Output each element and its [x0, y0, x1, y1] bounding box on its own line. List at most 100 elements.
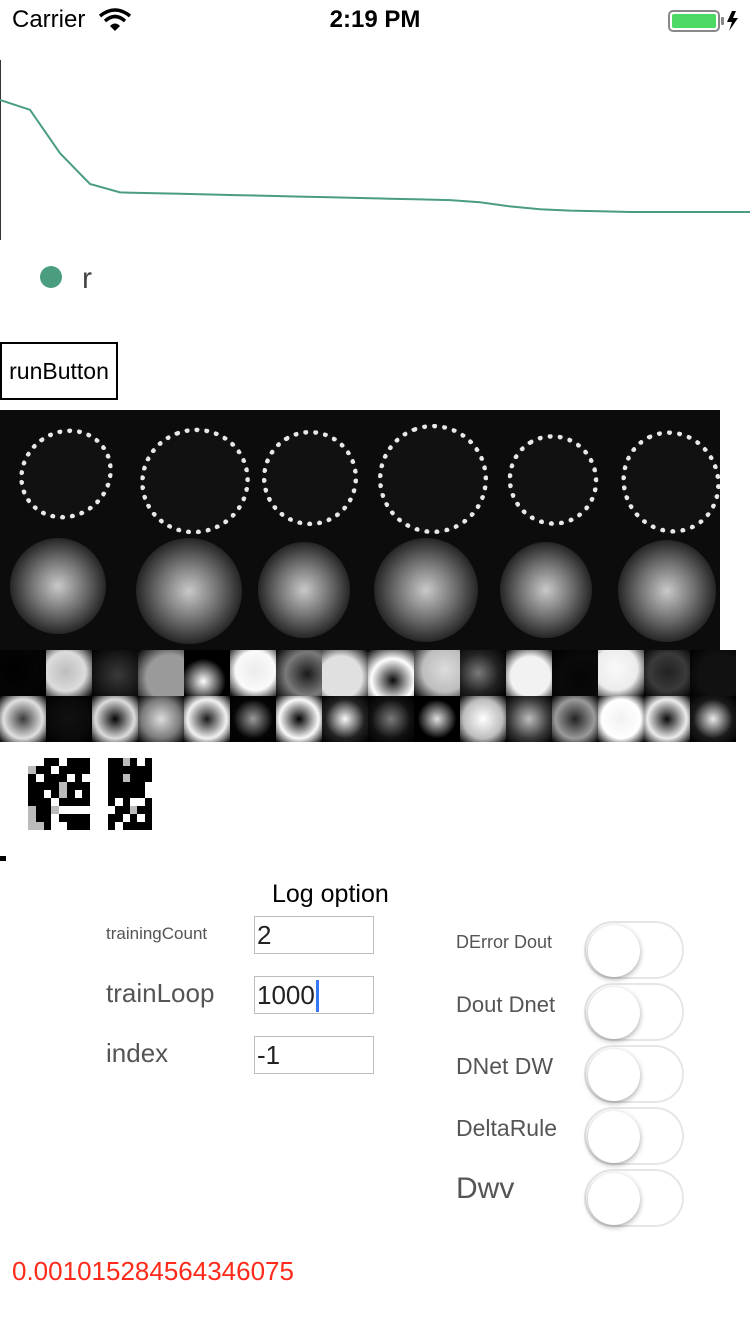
- weight-pixel: [43, 822, 52, 830]
- pooled-tile: [230, 696, 276, 742]
- weight-pixel: [66, 806, 75, 814]
- weight-pixel: [28, 814, 36, 822]
- weight-pixel: [108, 822, 116, 830]
- weight-pixel: [66, 774, 75, 782]
- weight-pixel: [59, 806, 67, 814]
- weight-pixel: [51, 766, 59, 774]
- log-option-title: Log option: [272, 880, 389, 908]
- weight-pixel: [82, 766, 90, 774]
- weight-pixel: [43, 814, 52, 822]
- weight-pixel: [137, 774, 145, 782]
- weight-pixel: [74, 782, 83, 790]
- weight-pixel: [122, 774, 130, 782]
- weight-pixel: [35, 822, 44, 830]
- weight-pixel: [115, 782, 123, 790]
- pooled-tile: [644, 650, 690, 696]
- weight-pixel: [108, 806, 116, 814]
- weight-pixel: [59, 766, 67, 774]
- weight-pixel: [144, 814, 152, 822]
- pooled-tile: [184, 696, 230, 742]
- text-cursor: [316, 980, 319, 1012]
- weight-pixel: [28, 790, 36, 798]
- feature-map-2: [125, 412, 265, 550]
- pooled-tile: [598, 650, 644, 696]
- weight-pixel: [66, 790, 75, 798]
- status-bar: Carrier 2:19 PM: [0, 0, 750, 40]
- feature-map-7: [10, 538, 106, 634]
- series-line-r: [0, 99, 750, 213]
- weight-pixel: [74, 806, 83, 814]
- feature-map-5: [491, 417, 615, 543]
- train-loop-input[interactable]: [254, 976, 374, 1014]
- pooled-tile: [690, 696, 736, 742]
- weight-pixel: [28, 766, 36, 774]
- weight-pixel: [122, 766, 130, 774]
- weight-pixel: [51, 822, 59, 830]
- pooled-tile: [368, 696, 414, 742]
- legend-label-r: r: [82, 262, 92, 295]
- weight-pixel: [35, 790, 44, 798]
- weight-pixel: [115, 798, 123, 806]
- weight-pixel: [51, 790, 59, 798]
- weight-pixel: [137, 766, 145, 774]
- weight-pixel: [108, 758, 116, 766]
- weight-pixel: [59, 790, 67, 798]
- delta-rule-switch[interactable]: [584, 1107, 684, 1165]
- switch-knob: [588, 925, 640, 977]
- weight-pixel: [59, 814, 67, 822]
- weight-pixel: [35, 814, 44, 822]
- weight-pixel: [74, 814, 83, 822]
- weight-pixel: [59, 822, 67, 830]
- weight-pixel: [137, 822, 145, 830]
- derror-dout-label: DError Dout: [456, 932, 553, 952]
- weight-pixel: [122, 798, 130, 806]
- weight-pixel: [59, 798, 67, 806]
- weight-pixel: [122, 806, 130, 814]
- dwv-switch[interactable]: [584, 1169, 684, 1227]
- index-input[interactable]: [254, 1036, 374, 1074]
- pooled-tile: [92, 650, 138, 696]
- training-count-input[interactable]: [254, 916, 374, 954]
- pooled-tile: [322, 696, 368, 742]
- run-button[interactable]: runButton: [0, 342, 118, 400]
- wifi-icon: [98, 6, 132, 37]
- weight-pixel: [130, 790, 138, 798]
- weight-pixel: [28, 774, 36, 782]
- weight-pixel: [115, 790, 123, 798]
- weight-pixel: [108, 798, 116, 806]
- dnet-dw-switch[interactable]: [584, 1045, 684, 1103]
- weight-pixel: [51, 758, 59, 766]
- pooled-tile: [644, 696, 690, 742]
- weight-pixel: [35, 758, 44, 766]
- weight-pixel: [74, 766, 83, 774]
- train-loop-label: trainLoop: [106, 978, 215, 1008]
- weight-pixel: [43, 774, 52, 782]
- weight-pixel: [82, 822, 90, 830]
- battery-charging-icon: [668, 9, 742, 38]
- weight-pixel: [51, 782, 59, 790]
- weight-pixel: [74, 774, 83, 782]
- switch-knob: [588, 1049, 640, 1101]
- weight-pixel: [28, 806, 36, 814]
- weight-pixel: [115, 758, 123, 766]
- feature-map-4: [362, 410, 504, 550]
- weight-pixel: [82, 782, 90, 790]
- clock: 2:19 PM: [329, 6, 421, 33]
- error-value: 0.001015284564346075: [12, 1256, 294, 1286]
- dout-dnet-switch[interactable]: [584, 983, 684, 1041]
- weight-pixel: [130, 782, 138, 790]
- weight-pixel: [122, 758, 130, 766]
- pooled-tile: [0, 650, 46, 696]
- weight-pixel: [115, 774, 123, 782]
- switch-knob: [588, 987, 640, 1039]
- weight-pixel: [43, 806, 52, 814]
- weight-pixel: [35, 798, 44, 806]
- pooled-tile: [506, 650, 552, 696]
- weight-pixel: [51, 814, 59, 822]
- weight-pixel: [51, 774, 59, 782]
- derror-dout-switch[interactable]: [584, 921, 684, 979]
- weight-pixel: [28, 758, 36, 766]
- feature-map-9: [258, 542, 350, 638]
- weight-pixel: [130, 798, 138, 806]
- weight-pixel: [144, 806, 152, 814]
